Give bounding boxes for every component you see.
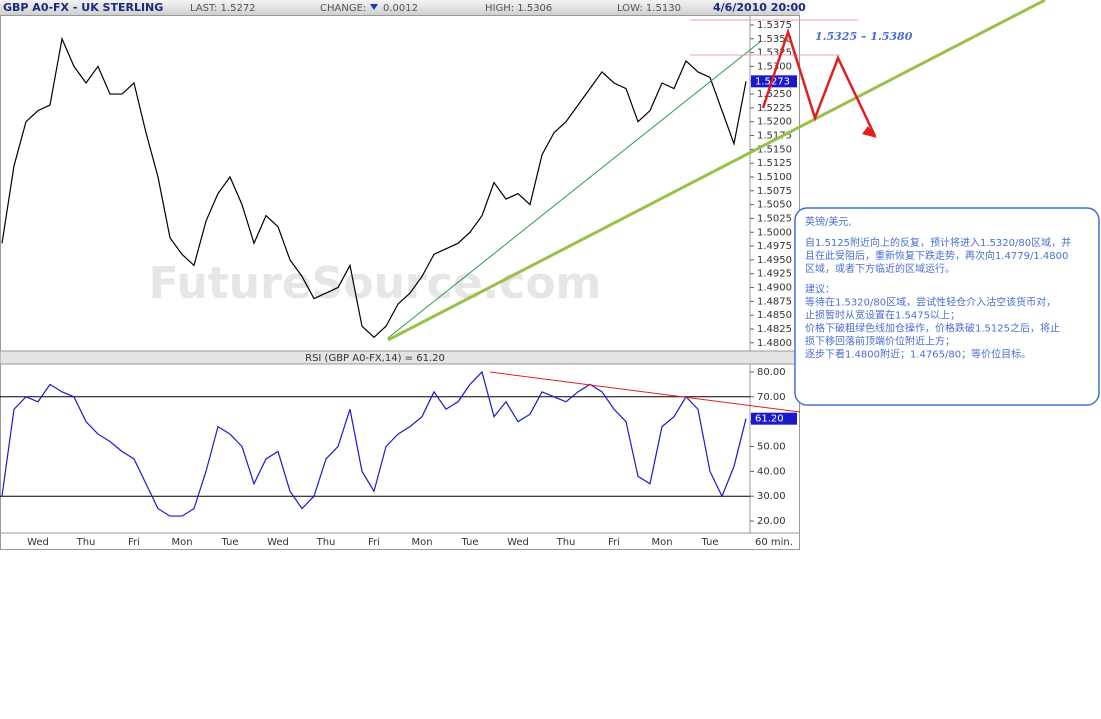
down-arrow (370, 4, 378, 10)
x-tick-label: Thu (76, 537, 96, 548)
note-line: 等待在1.5320/80区域，尝试性轻仓介入沽空该货币对， (805, 296, 1056, 309)
change-label: CHANGE: (320, 3, 366, 14)
x-tick-label: Mon (171, 537, 192, 548)
y-tick-label: 1.4875 (757, 296, 792, 307)
x-tick-label: Mon (651, 537, 672, 548)
x-tick-label: Fri (128, 537, 140, 548)
y-tick-label: 1.5325 (757, 48, 792, 59)
last-value-box (751, 412, 797, 425)
x-tick-label: Fri (608, 537, 620, 548)
rsi-title: RSI (GBP A0-FX,14) = 61.20 (305, 353, 445, 364)
x-axis-label: 60 min. (755, 537, 793, 548)
y-tick-label: 1.5225 (757, 103, 792, 114)
forecast-path (761, 27, 877, 137)
y-tick-label: 1.5100 (757, 172, 792, 183)
note-line: 损下移回落前顶端价位附近上方； (805, 335, 955, 348)
note-line: 止损暂时从宽设置在1.5475以上； (805, 309, 960, 322)
series-line (1, 36, 747, 339)
x-tick-label: Fri (368, 537, 380, 548)
y-tick-label: 1.5125 (757, 158, 792, 169)
y-tick-label: 1.5300 (757, 61, 792, 72)
note-line: 且在此受阻后，重新恢复下跌走势，再次向1.4779/1.4800 (805, 249, 1068, 262)
thick-trendline (387, 0, 1046, 342)
series-line (1, 370, 747, 517)
watermark: FutureSource.com (149, 258, 602, 309)
y-tick-label: 1.4825 (757, 324, 792, 335)
note-line: 逐步下看1.4800附近；1.4765/80；等价位目标。 (805, 348, 1031, 361)
y-tick-label: 1.5350 (757, 34, 792, 45)
y-tick-label: 1.5075 (757, 186, 792, 197)
note-line: 自1.5125附近向上的反复，预计将进入1.5320/80区域，并 (805, 236, 1071, 249)
x-tick-label: Tue (700, 537, 718, 548)
y-tick-label: 1.5150 (757, 144, 792, 155)
y-tick-label: 70.00 (757, 392, 786, 403)
y-tick-label: 30.00 (757, 491, 786, 502)
x-tick-label: Thu (316, 537, 336, 548)
low: LOW: 1.5130 (617, 3, 681, 14)
high: HIGH: 1.5306 (485, 3, 552, 14)
y-tick-label: 1.5375 (757, 20, 792, 31)
change: 0.0012 (383, 3, 418, 14)
last: LAST: 1.5272 (190, 3, 256, 14)
note-line: 区域，或者下方临近的区域运行。 (805, 262, 955, 275)
x-tick-label: Wed (27, 537, 49, 548)
y-tick-label: 1.4900 (757, 283, 792, 294)
y-tick-label: 40.00 (757, 466, 786, 477)
last-value-label: 61.20 (755, 414, 784, 425)
note-box (794, 207, 1100, 406)
last-value-box (751, 75, 797, 88)
x-tick-label: Tue (220, 537, 238, 548)
y-tick-label: 1.4975 (757, 241, 792, 252)
plots: 1.4800 1.4825 1.4850 1.4875 1.4900 1.4925 1.49… (0, 20, 797, 548)
y-tick-label: 1.5000 (757, 227, 792, 238)
y-tick-label: 80.00 (757, 367, 786, 378)
y-tick-label: 1.5050 (757, 200, 792, 211)
y-tick-label: 50.00 (757, 442, 786, 453)
y-tick-label: 1.4925 (757, 269, 792, 280)
header-bar (0, 0, 800, 15)
datetime: 4/6/2010 20:00 (713, 1, 806, 14)
note-line: 英镑/美元, (805, 215, 852, 228)
y-tick-label: 1.4850 (757, 310, 792, 321)
y-tick-label: 1.4950 (757, 255, 792, 266)
symbol: GBP A0-FX - UK STERLING (3, 1, 163, 14)
thin-trendline (387, 41, 761, 339)
x-tick-label: Wed (267, 537, 289, 548)
rsi-trendline (489, 371, 801, 413)
x-tick-label: Mon (411, 537, 432, 548)
note-line: 建议： (805, 283, 835, 296)
y-tick-label: 1.5200 (757, 117, 792, 128)
annotation: 1.5325 – 1.5380 (815, 30, 913, 43)
y-tick-label: 1.5250 (757, 89, 792, 100)
note: 英镑/美元, 自1.5125附近向上的反复，预计将进入1.5320/80区域，并且… (805, 215, 1071, 361)
y-tick-label: 1.4800 (757, 338, 792, 349)
x-tick-label: Wed (507, 537, 529, 548)
y-tick-label: 1.5025 (757, 213, 792, 224)
arrow-head (862, 126, 877, 138)
x-tick-label: Tue (460, 537, 478, 548)
y-tick-label: 1.5175 (757, 131, 792, 142)
y-tick-label: 20.00 (757, 516, 786, 527)
x-tick-label: Thu (556, 537, 576, 548)
note-line: 价格下破粗绿色线加仓操作，价格跌破1.5125之后，将止 (805, 322, 1060, 335)
